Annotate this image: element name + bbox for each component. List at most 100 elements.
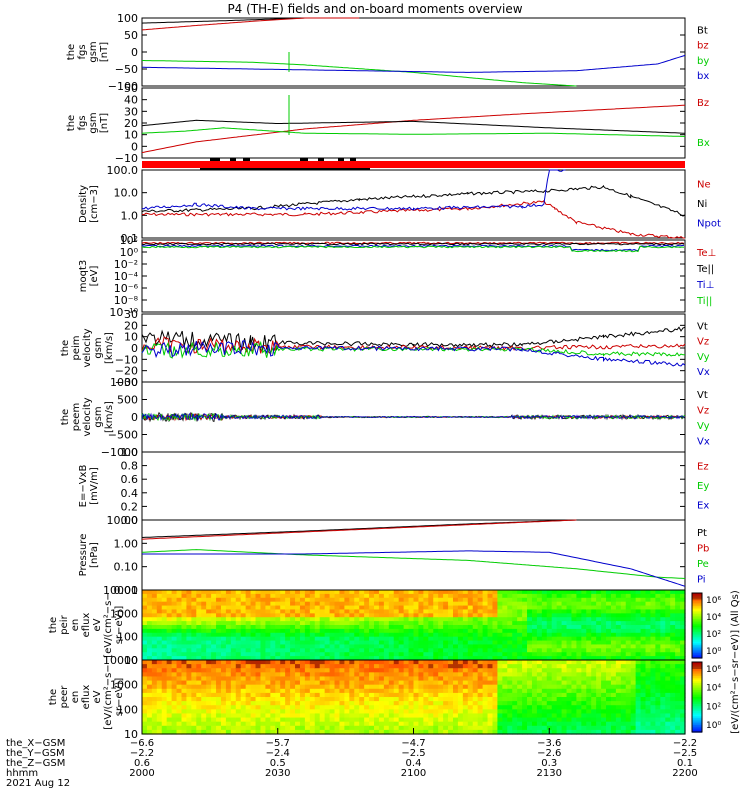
heatmap-cell [675,713,681,719]
heatmap-cell [591,609,597,614]
heatmap-cell [462,680,469,686]
heatmap-cell [551,609,558,614]
heatmap-cell [151,656,158,661]
heatmap-cell [339,628,345,634]
heatmap-cell [388,640,395,646]
heatmap-cell [487,672,494,678]
heatmap-cell [216,609,222,614]
heatmap-cell [615,697,622,702]
heatmap-cell [581,709,587,715]
heatmap-cell [428,688,434,694]
heatmap-cell [620,717,627,723]
heatmap-cell [285,590,291,595]
heatmap-cell [536,636,543,642]
heatmap-cell [531,621,538,626]
heatmap-cell [472,640,479,646]
heatmap-cell [374,625,380,630]
heatmap-cell [290,590,296,595]
x-tick-label: 0.6 [134,758,150,769]
heatmap-cell [250,721,257,727]
heatmap-cell [680,697,686,702]
heatmap-cell [620,692,627,698]
heatmap-cell [309,656,316,661]
heatmap-cell [334,656,341,661]
heatmap-cell [531,697,538,702]
heatmap-cell [285,676,291,682]
heatmap-cell [403,609,410,614]
heatmap-cell [250,601,257,607]
heatmap-cell [546,664,553,669]
heatmap-cell [650,613,656,618]
heatmap-cell [398,636,405,642]
heatmap-cell [196,590,202,595]
heatmap-cell [220,590,227,595]
colorbar-cell [692,698,702,702]
heatmap-cell [156,709,163,715]
heatmap-cell [260,590,267,595]
heatmap-cell [349,717,355,723]
heatmap-cell [156,729,163,735]
heatmap-cell [304,664,311,669]
heatmap-cell [650,621,656,626]
heatmap-cell [339,652,345,657]
heatmap-cell [512,590,518,595]
heatmap-cell [507,676,513,682]
heatmap-cell [146,609,153,614]
heatmap-cell [492,701,499,706]
heatmap-cell [606,709,612,715]
series-line [141,17,685,24]
colorbar-cell [692,704,702,707]
heatmap-cell [339,609,345,614]
heatmap-cell [462,644,469,649]
heatmap-cell [472,613,479,618]
heatmap-cell [635,721,642,727]
heatmap-cell [497,590,503,595]
heatmap-cell [546,636,553,642]
heatmap-cell [186,680,192,686]
heatmap-cell [561,684,568,690]
heatmap-cell [487,593,494,599]
heatmap-cell [482,660,489,665]
heatmap-cell [586,680,592,686]
heatmap-cell [443,680,449,686]
heatmap-cell [299,705,306,710]
heatmap-cell [324,725,331,731]
heatmap-cell [660,725,666,731]
heatmap-cell [571,636,577,642]
heatmap-cell [245,705,252,710]
heatmap-cell [196,601,202,607]
heatmap-cell [309,680,316,686]
heatmap-cell [443,701,449,706]
heatmap-cell [527,684,533,690]
heatmap-cell [225,713,232,719]
heatmap-cell [601,628,607,634]
heatmap-cell [517,660,523,665]
heatmap-cell [660,676,666,682]
heatmap-cell [230,648,237,653]
heatmap-cell [255,648,262,653]
heatmap-cell [319,729,326,735]
heatmap-cell [393,644,400,649]
heatmap-cell [319,632,326,638]
heatmap-cell [299,652,306,657]
heatmap-cell [146,617,153,622]
heatmap-cell [606,613,612,618]
heatmap-cell [393,617,400,622]
heatmap-cell [571,672,577,678]
heatmap-cell [615,709,622,715]
heatmap-cell [438,628,444,634]
heatmap-cell [354,617,360,622]
heatmap-cell [620,713,627,719]
heatmap-cell [448,725,454,731]
heatmap-cell [216,729,222,735]
heatmap-cell [206,676,212,682]
heatmap-cell [438,664,444,669]
heatmap-cell [393,672,400,678]
heatmap-cell [670,729,676,735]
heatmap-cell [220,601,227,607]
heatmap-cell [536,660,543,665]
heatmap-cell [497,721,503,727]
heatmap-cell [443,705,449,710]
heatmap-cell [477,640,484,646]
heatmap-cell [369,625,375,630]
